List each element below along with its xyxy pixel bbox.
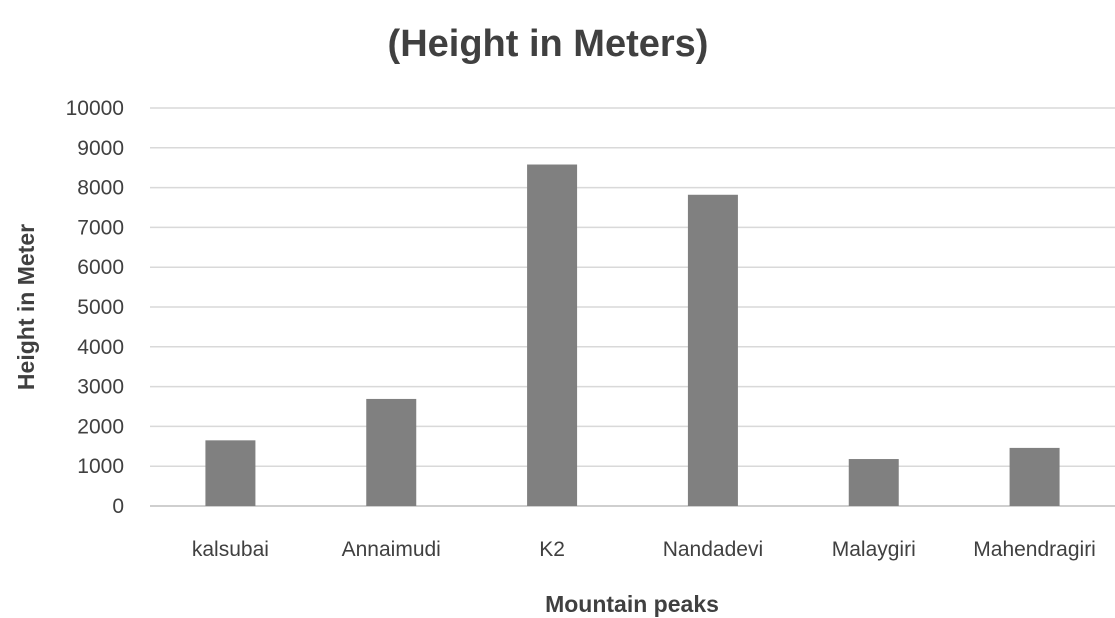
- y-tick-label: 9000: [77, 137, 124, 160]
- y-axis-title: Height in Meter: [13, 224, 39, 390]
- y-tick-label: 8000: [77, 177, 124, 200]
- y-axis-ticks: 0 1000 2000 3000 4000 5000 6000 7000 8000 9000 100…: [66, 97, 124, 518]
- y-tick-label: 10000: [66, 97, 124, 120]
- gridlines: [150, 107, 1115, 507]
- y-tick-label: 2000: [77, 415, 124, 438]
- x-category-label: K2: [539, 538, 565, 561]
- chart-title: (Height in Meters): [388, 23, 709, 65]
- bar-k2: [527, 164, 578, 507]
- x-category-label: Nandadevi: [663, 538, 763, 561]
- bar-mahendragiri: [1009, 447, 1060, 506]
- x-axis-categories: kalsubai Annaimudi K2 Nandadevi Malaygiri Mah…: [192, 538, 1096, 561]
- x-category-label: kalsubai: [192, 538, 269, 561]
- y-tick-label: 5000: [77, 296, 124, 319]
- x-category-label: Mahendragiri: [973, 538, 1096, 561]
- x-category-label: Malaygiri: [832, 538, 916, 561]
- y-tick-label: 6000: [77, 256, 124, 279]
- x-axis-title: Mountain peaks: [545, 591, 719, 617]
- y-tick-label: 7000: [77, 216, 124, 239]
- bar-annaimudi: [366, 398, 417, 506]
- bar-nandadevi: [687, 194, 738, 506]
- y-tick-label: 4000: [77, 336, 124, 359]
- y-tick-label: 0: [112, 495, 124, 518]
- x-category-label: Annaimudi: [342, 538, 441, 561]
- y-tick-label: 3000: [77, 376, 124, 399]
- bars: [205, 164, 1060, 507]
- y-tick-label: 1000: [77, 455, 124, 478]
- bar-malaygiri: [848, 459, 899, 506]
- bar-kalsubai: [205, 440, 256, 506]
